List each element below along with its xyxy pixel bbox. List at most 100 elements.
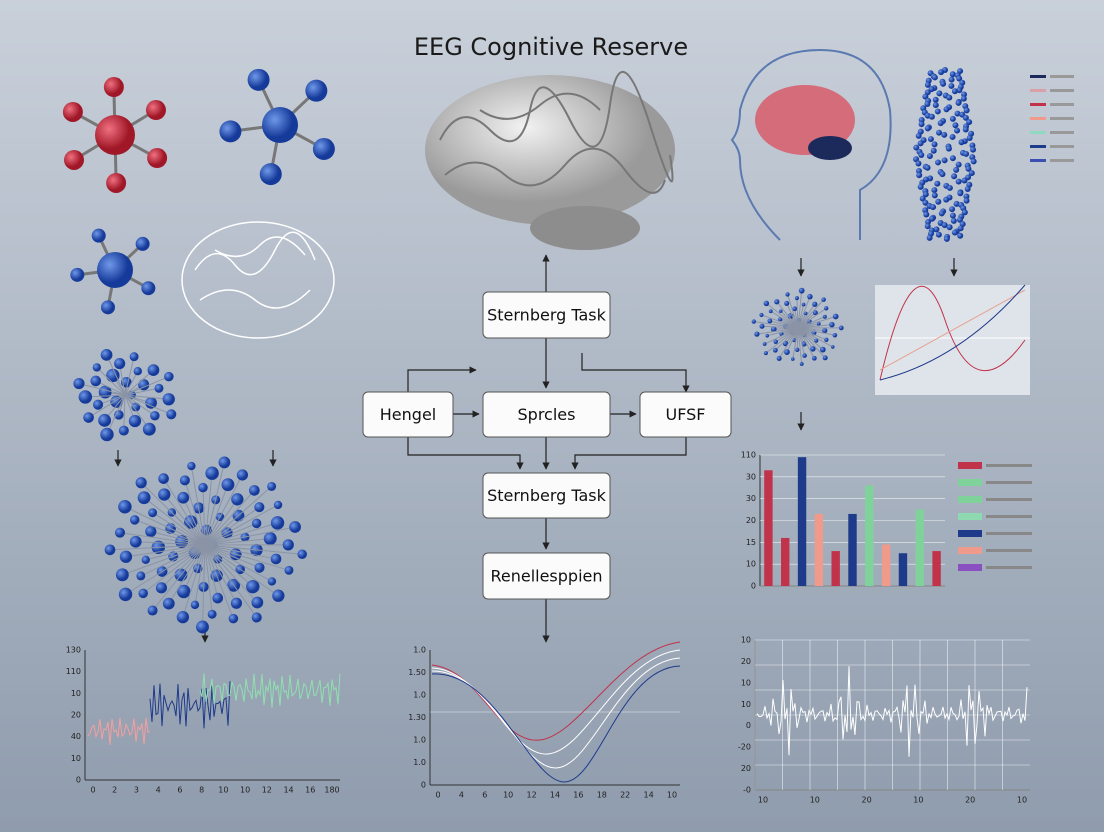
head-illustration xyxy=(730,48,892,241)
y-tick-label: 20 xyxy=(741,657,751,666)
y-tick-label: -0 xyxy=(743,786,751,795)
bond xyxy=(204,462,225,546)
atom xyxy=(218,456,231,469)
residue xyxy=(932,102,939,109)
atom xyxy=(799,362,804,366)
residue xyxy=(950,217,957,224)
residue xyxy=(955,99,962,106)
atom xyxy=(164,371,174,382)
legend-swatch xyxy=(1030,131,1046,134)
bond xyxy=(124,369,154,396)
atom xyxy=(267,577,277,586)
atom xyxy=(115,568,129,582)
residue xyxy=(932,96,939,103)
bond xyxy=(767,327,799,337)
atom xyxy=(792,306,798,312)
bond xyxy=(765,327,799,354)
legend-text xyxy=(986,515,1032,518)
atom xyxy=(270,516,285,530)
bond xyxy=(201,544,206,628)
legend-text xyxy=(1050,117,1074,120)
bond xyxy=(204,522,278,546)
residue xyxy=(961,177,968,184)
line-chart xyxy=(875,284,1030,395)
legend-swatch xyxy=(958,479,982,486)
bond xyxy=(787,294,799,329)
x-tick-label: 10 xyxy=(240,786,250,795)
residue xyxy=(961,209,968,216)
residue xyxy=(926,153,933,160)
node-box xyxy=(482,291,611,339)
bond xyxy=(797,303,816,329)
bond xyxy=(190,465,206,546)
residue xyxy=(929,215,936,222)
atom xyxy=(832,313,839,320)
bond xyxy=(204,544,237,604)
atom xyxy=(92,363,102,372)
atom xyxy=(147,605,158,616)
bond xyxy=(204,544,254,588)
atom xyxy=(811,355,817,361)
residue xyxy=(939,171,946,178)
residue xyxy=(928,113,935,120)
atom xyxy=(145,100,166,121)
x-tick-label: 16 xyxy=(305,786,315,795)
atom xyxy=(100,348,113,361)
residue xyxy=(931,141,938,148)
residue xyxy=(949,115,956,122)
bond xyxy=(797,307,827,329)
bond xyxy=(204,506,260,546)
atom xyxy=(270,553,282,565)
molecule xyxy=(62,77,168,193)
atom xyxy=(114,527,126,538)
atom xyxy=(158,473,169,484)
residue xyxy=(951,229,958,236)
atom xyxy=(251,612,262,623)
bond xyxy=(204,484,229,546)
bond xyxy=(778,327,799,359)
atom xyxy=(231,493,244,506)
atom xyxy=(138,588,148,599)
residue xyxy=(918,152,925,158)
atom xyxy=(133,367,142,376)
bond xyxy=(204,544,213,615)
atom xyxy=(176,610,190,624)
residue xyxy=(962,126,969,133)
residue xyxy=(956,75,963,82)
x-tick-label: 16 xyxy=(573,791,583,800)
atom xyxy=(776,355,782,361)
x-tick-label: 6 xyxy=(177,786,182,795)
bond xyxy=(797,327,824,351)
molecule-network xyxy=(104,456,307,634)
legend-swatch xyxy=(1030,145,1046,148)
atom xyxy=(267,481,277,491)
bond xyxy=(797,299,825,329)
flow-node: UFSF xyxy=(639,391,732,438)
x-tick-label: 22 xyxy=(620,791,630,800)
atom xyxy=(141,281,156,296)
x-tick-label: 14 xyxy=(283,786,293,795)
bond xyxy=(150,531,206,546)
bond xyxy=(753,321,799,329)
atom xyxy=(147,364,160,376)
residue xyxy=(949,71,956,78)
atom xyxy=(141,555,150,565)
atom xyxy=(198,482,208,493)
atom xyxy=(118,587,133,602)
bond xyxy=(125,544,206,558)
bond xyxy=(124,394,172,415)
atom xyxy=(135,236,150,251)
x-tick-label: 0 xyxy=(90,786,95,795)
residue xyxy=(926,234,933,241)
atom xyxy=(142,422,156,436)
bond xyxy=(124,376,170,396)
atom xyxy=(136,571,146,581)
bond xyxy=(78,383,126,396)
residue xyxy=(931,192,938,199)
chart-panel: -0 20 -20 0 10 10 20 10 10 10 20 10 20 10 xyxy=(738,636,1030,805)
atom xyxy=(230,597,243,609)
residue xyxy=(934,108,941,115)
bond xyxy=(106,354,126,396)
atom xyxy=(131,402,141,412)
y-tick-label: 30 xyxy=(746,494,756,503)
